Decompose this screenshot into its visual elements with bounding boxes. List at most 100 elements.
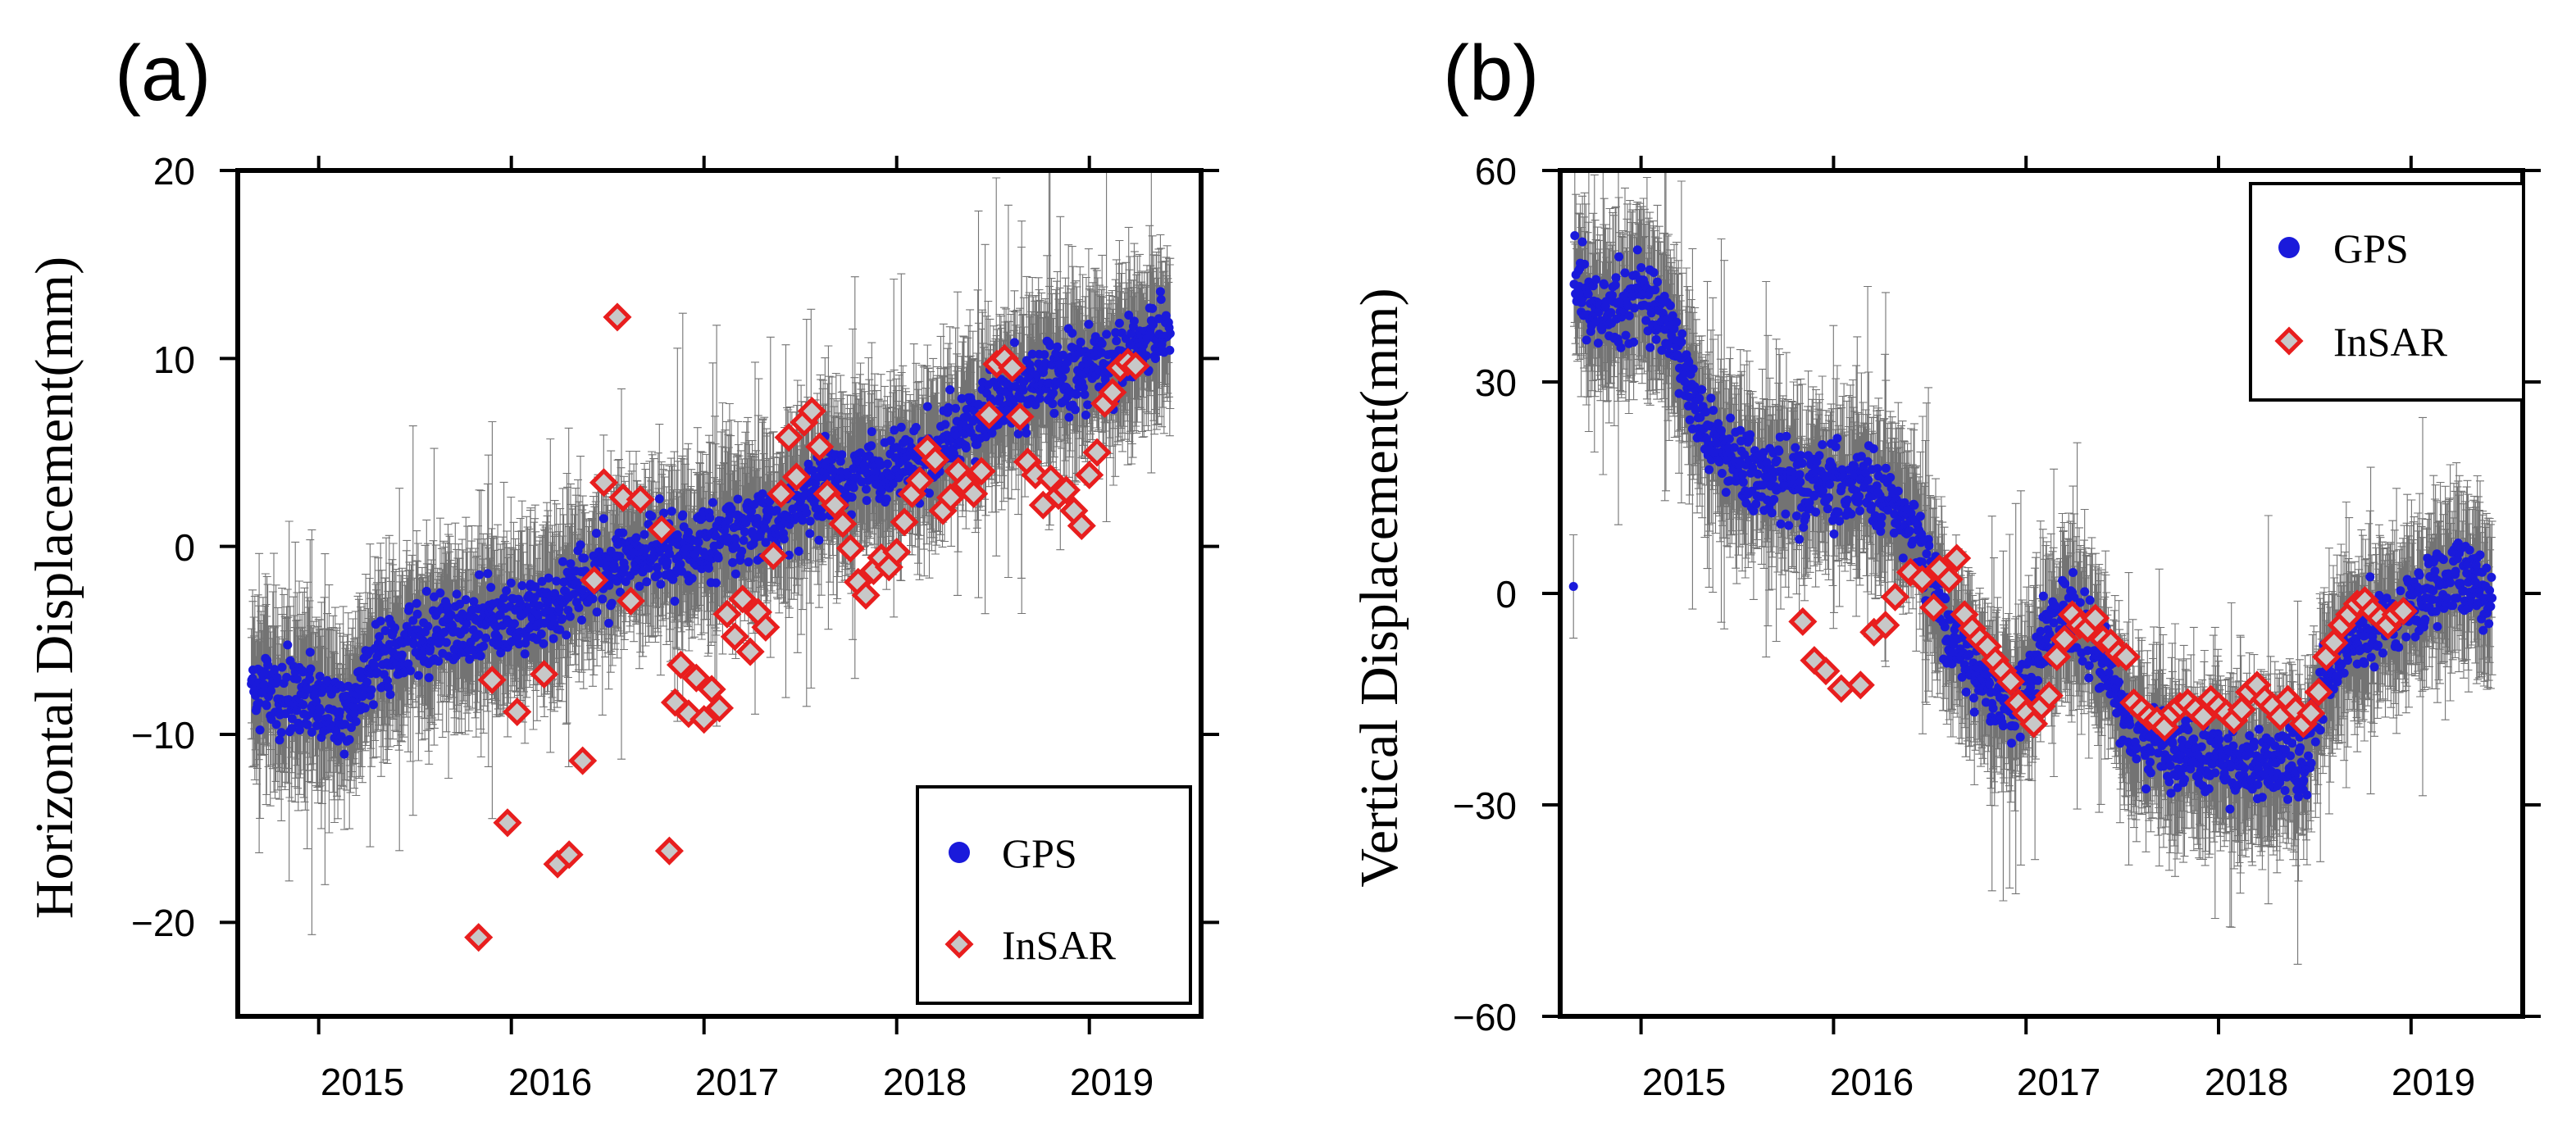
gps-point [1645, 343, 1655, 352]
gps-point [1045, 341, 1055, 351]
gps-point [2339, 668, 2349, 678]
gps-point [728, 557, 738, 567]
insar-point [2050, 625, 2079, 654]
panel-b-vertical: (b) Vertical Displacement(mm) 60 30 0 −3… [1349, 30, 2541, 1103]
gps-point [305, 675, 315, 684]
gps-point [604, 580, 614, 590]
insar-point [851, 580, 881, 610]
gps-point [520, 649, 530, 659]
gps-point [1835, 516, 1845, 526]
gps-point [362, 677, 372, 687]
gps-point [862, 484, 871, 494]
gps-point [1791, 511, 1801, 520]
gps-point [2487, 593, 2497, 603]
panel-b-legend-box [2249, 182, 2525, 402]
gps-point [2373, 640, 2383, 650]
insar-point [1788, 607, 1818, 636]
gps-point [805, 529, 815, 539]
gps-point [1624, 311, 1634, 320]
insar-point [616, 586, 645, 616]
gps-point [1080, 389, 1090, 399]
gps-point [1684, 357, 1694, 367]
gps-point [1040, 350, 1049, 360]
insar-point [1907, 565, 1937, 594]
gps-point [469, 597, 479, 607]
gps-point [276, 728, 286, 738]
gps-point [1795, 534, 1805, 544]
gps-point [2146, 757, 2155, 767]
gps-point [1161, 311, 1171, 320]
gps-point [2366, 652, 2376, 662]
gps-point [607, 598, 617, 608]
gps-point [881, 494, 891, 504]
gps-point [867, 427, 876, 437]
gps-point [684, 527, 693, 537]
gps-point [1070, 405, 1080, 415]
gps-point [406, 666, 416, 675]
gps-point [1049, 389, 1058, 398]
gps-point [412, 609, 422, 619]
gps-point [944, 402, 953, 412]
gps-point [2214, 734, 2224, 744]
gps-point [2015, 732, 2025, 742]
gps-point [1018, 385, 1028, 395]
gps-point [360, 703, 370, 713]
gps-point [1873, 464, 1882, 474]
gps-point [1083, 400, 1093, 410]
insar-point [580, 566, 609, 595]
panel-b-ticks [1542, 156, 2541, 1034]
gps-point [270, 665, 280, 675]
gps-point [849, 483, 858, 493]
gps-point [1782, 431, 1791, 441]
gps-point [1651, 334, 1661, 344]
gps-point [494, 633, 503, 643]
gps-point [1141, 351, 1151, 361]
gps-point [1677, 329, 1687, 339]
gps-point [1695, 393, 1704, 403]
gps-point [730, 534, 740, 543]
gps-point [994, 393, 1004, 403]
panel-b-x-tick-label: 2016 [1830, 1061, 1914, 1103]
gps-point [654, 494, 664, 504]
gps-point [404, 602, 414, 611]
gps-point [2166, 788, 2176, 798]
gps-point [1915, 511, 1925, 521]
gps-point [1577, 237, 1587, 247]
gps-point [730, 569, 740, 579]
gps-point [1717, 469, 1727, 478]
panel-a-y-tick-labels: 20 10 0 −10 −20 [131, 150, 195, 944]
gps-point [1022, 428, 1031, 438]
gps-point [1831, 442, 1841, 452]
gps-point [483, 569, 493, 579]
gps-point [2294, 792, 2303, 802]
gps-point [476, 651, 485, 661]
gps-point [2280, 786, 2290, 795]
gps-point [1825, 479, 1835, 489]
gps-point [1800, 511, 1810, 521]
gps-point [1824, 493, 1833, 502]
gps-point [539, 638, 548, 648]
gps-point [461, 595, 471, 605]
gps-point [1606, 307, 1616, 317]
gps-point [2452, 593, 2462, 603]
gps-point [610, 564, 620, 574]
gps-point [2069, 568, 2078, 577]
gps-point [1855, 492, 1864, 501]
gps-point [2306, 758, 2316, 768]
gps-point [1156, 294, 1166, 304]
insar-point [647, 515, 676, 544]
gps-point [1791, 443, 1800, 452]
insar-point [1827, 674, 1856, 703]
insar-point [464, 923, 494, 952]
insar-point [530, 660, 559, 689]
gps-point [2227, 760, 2237, 770]
gps-point [486, 583, 496, 593]
gps-point [2164, 753, 2173, 763]
gps-point [1570, 231, 1580, 240]
insar-point [998, 353, 1027, 383]
gps-point [2146, 768, 2155, 778]
gps-point [412, 598, 421, 608]
panel-a-legend-insar-marker [944, 929, 974, 959]
insar-point [1918, 593, 1949, 622]
gps-point [2084, 673, 2094, 683]
